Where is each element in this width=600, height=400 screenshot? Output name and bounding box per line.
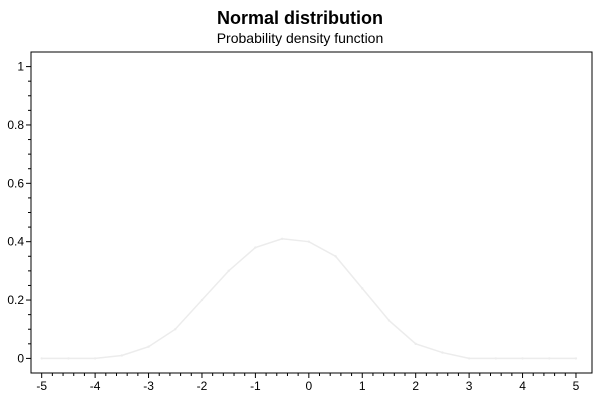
data-point bbox=[387, 319, 391, 322]
data-point bbox=[147, 345, 150, 348]
y-tick-label: 0.6 bbox=[7, 176, 24, 190]
data-point bbox=[120, 354, 124, 357]
x-tick-label: 1 bbox=[359, 379, 366, 393]
chart-title: Normal distribution bbox=[217, 8, 383, 28]
x-tick-label: 0 bbox=[305, 379, 312, 393]
data-point bbox=[441, 351, 444, 354]
series-layer bbox=[40, 237, 578, 360]
x-tick-label: 4 bbox=[519, 379, 526, 393]
chart-subtitle: Probability density function bbox=[216, 30, 384, 46]
data-point bbox=[200, 298, 204, 302]
plot-frame bbox=[30, 51, 593, 374]
x-axis: -5 -4 -3 -2 -1 0 1 2 3 4 5 bbox=[36, 373, 580, 393]
data-point bbox=[494, 357, 498, 360]
y-tick-label: 0.2 bbox=[7, 293, 24, 307]
data-point bbox=[361, 287, 364, 290]
y-tick-label: 1 bbox=[17, 60, 24, 74]
data-point bbox=[67, 357, 70, 360]
x-tick-label: 5 bbox=[573, 379, 580, 393]
y-tick-label: 0.4 bbox=[7, 235, 24, 249]
data-point bbox=[174, 328, 177, 331]
data-point bbox=[467, 357, 471, 360]
data-point bbox=[280, 237, 284, 240]
data-point bbox=[307, 240, 311, 243]
data-point bbox=[40, 357, 43, 360]
data-point bbox=[414, 342, 417, 346]
x-tick-label: 3 bbox=[466, 379, 473, 393]
data-point bbox=[574, 357, 578, 360]
data-point bbox=[548, 357, 551, 360]
data-point bbox=[334, 255, 337, 258]
data-point bbox=[227, 269, 230, 273]
data-point bbox=[521, 357, 524, 360]
data-point bbox=[93, 357, 97, 360]
x-tick-label: -3 bbox=[143, 379, 154, 393]
y-tick-label: 0 bbox=[17, 351, 24, 365]
x-tick-label: -4 bbox=[90, 379, 101, 393]
x-tick-label: -1 bbox=[250, 379, 261, 393]
y-tick-label: 0.8 bbox=[7, 118, 24, 132]
data-point bbox=[254, 246, 257, 249]
x-tick-label: 2 bbox=[412, 379, 419, 393]
x-tick-label: -2 bbox=[197, 379, 208, 393]
series-line bbox=[41, 238, 576, 360]
x-tick-label: -5 bbox=[36, 379, 47, 393]
y-axis: 0 0.2 0.4 0.6 0.8 1 bbox=[7, 60, 31, 365]
